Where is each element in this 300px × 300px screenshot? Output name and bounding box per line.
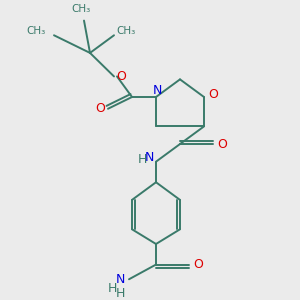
Text: O: O (208, 88, 218, 100)
Text: O: O (117, 70, 126, 83)
Text: N: N (153, 84, 162, 97)
Text: CH₃: CH₃ (116, 26, 136, 36)
Text: CH₃: CH₃ (71, 4, 91, 14)
Text: O: O (193, 258, 203, 271)
Text: N: N (115, 273, 125, 286)
Text: O: O (96, 102, 105, 115)
Text: H: H (108, 282, 117, 295)
Text: CH₃: CH₃ (26, 26, 46, 36)
Text: H: H (138, 153, 147, 166)
Text: H: H (115, 287, 125, 300)
Text: O: O (217, 137, 227, 151)
Text: N: N (145, 151, 154, 164)
